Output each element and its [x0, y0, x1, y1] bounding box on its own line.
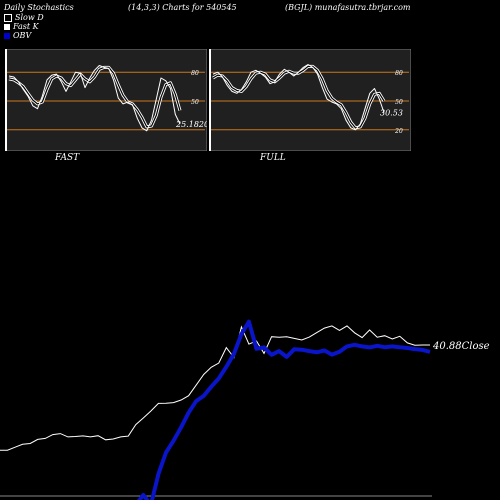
fast-stochastic-panel: 80 50 25.1820 — [5, 49, 207, 151]
legend-label-obv: OBV — [13, 31, 32, 40]
full-slow-d-line — [212, 65, 385, 129]
full-last-value-label: 30.53 — [380, 109, 403, 118]
legend-label-slow-d: Slow D — [15, 13, 44, 22]
full-level-label-20: 20 — [394, 128, 403, 135]
fast-fast-k-line — [8, 65, 181, 132]
full-level-label-50: 50 — [395, 99, 403, 106]
fast-level-label-80: 80 — [191, 70, 199, 77]
fast-last-value-label: 25.1820 — [175, 120, 207, 129]
full-fast-k-line — [212, 64, 385, 131]
legend-item-obv: OBV — [4, 31, 44, 40]
legend-label-fast-k: Fast K — [13, 22, 39, 31]
fast-panel-label: FAST — [55, 153, 80, 163]
obv-line — [136, 319, 431, 500]
legend: Slow D Fast K OBV — [4, 13, 44, 40]
chart-title-right: (BGJL) munafasutra.tbrjar.com — [285, 3, 411, 12]
legend-swatch-fast-k — [4, 23, 10, 30]
full-panel-background — [209, 49, 411, 151]
chart-title-left: Daily Stochastics — [4, 3, 74, 12]
fast-level-label-50: 50 — [191, 99, 199, 106]
legend-item-slow-d: Slow D — [4, 13, 44, 22]
full-level-label-80: 80 — [395, 70, 403, 77]
legend-swatch-obv — [4, 32, 10, 39]
full-stochastic-panel: 80 50 20 30.53 — [209, 49, 411, 151]
price-line — [0, 325, 430, 451]
legend-swatch-slow-d — [4, 13, 12, 22]
obv-price-chart: 40.88Close — [0, 319, 490, 500]
full-panel-label: FULL — [260, 153, 286, 163]
close-price-label: 40.88Close — [432, 341, 490, 352]
legend-item-fast-k: Fast K — [4, 22, 44, 31]
fast-slow-d-line — [8, 66, 181, 128]
chart-title-mid: (14,3,3) Charts for 540545 — [128, 3, 237, 12]
